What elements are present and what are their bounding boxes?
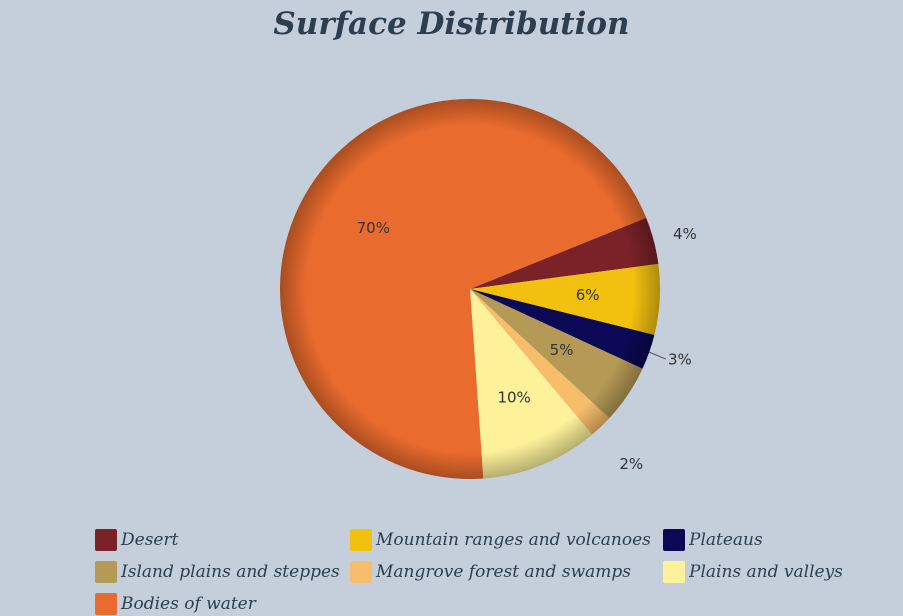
label-connector-line (649, 351, 667, 360)
legend-swatch (95, 529, 117, 551)
legend-item[interactable]: Mangrove forest and swamps (350, 560, 631, 584)
legend-swatch (663, 529, 685, 551)
legend-swatch (95, 561, 117, 583)
legend-item[interactable]: Bodies of water (95, 592, 256, 616)
pie-labels: 4% 6% 3% 5% 2% 10% 70% (357, 219, 697, 473)
slice-value-label: 70% (357, 219, 390, 237)
legend-item[interactable]: Mountain ranges and volcanoes (350, 528, 651, 552)
legend-label: Plains and valleys (689, 562, 843, 582)
legend-label: Mangrove forest and swamps (376, 562, 631, 582)
legend-swatch (95, 593, 117, 615)
slice-value-label: 4% (673, 225, 697, 243)
slice-value-label: 10% (497, 389, 530, 407)
slice-value-label: 2% (619, 455, 643, 473)
slice-value-label: 5% (550, 341, 574, 359)
legend-item[interactable]: Plains and valleys (663, 560, 843, 584)
chart-title: Surface Distribution (273, 6, 630, 42)
legend-swatch (350, 529, 372, 551)
legend-label: Plateaus (689, 530, 763, 550)
legend-swatch (663, 561, 685, 583)
legend-item[interactable]: Desert (95, 528, 178, 552)
legend-swatch (350, 561, 372, 583)
legend-item[interactable]: Plateaus (663, 528, 763, 552)
legend-label: Bodies of water (121, 594, 256, 614)
legend-label: Desert (121, 530, 179, 550)
legend-label: Mountain ranges and volcanoes (376, 530, 651, 550)
pie-slices (280, 99, 660, 480)
legend-label: Island plains and steppes (121, 562, 340, 582)
slice-value-label: 3% (668, 351, 692, 369)
slice-value-label: 6% (576, 286, 600, 304)
legend-item[interactable]: Island plains and steppes (95, 560, 340, 584)
